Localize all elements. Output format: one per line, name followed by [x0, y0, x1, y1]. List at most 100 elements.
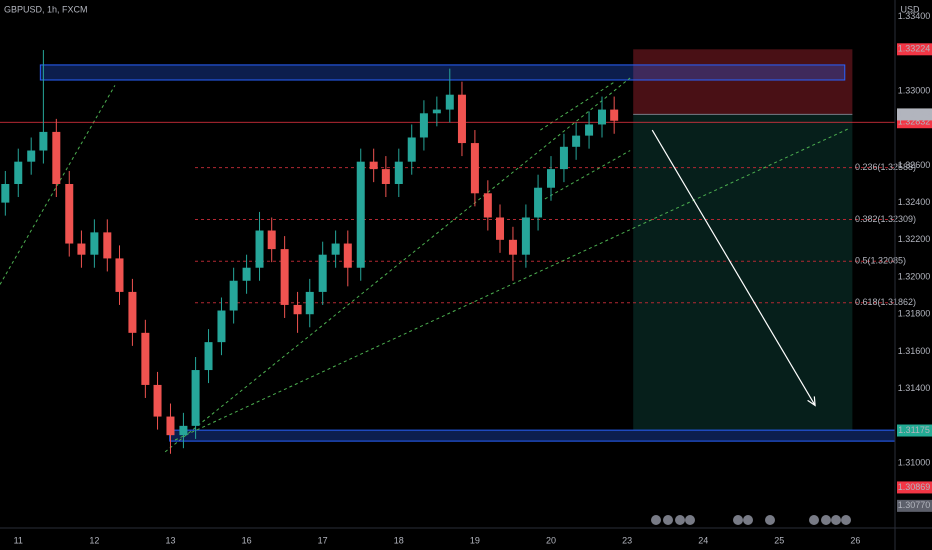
candle-body [331, 243, 340, 255]
candle-body [610, 109, 619, 121]
candle-body [381, 169, 390, 184]
price-label: 1.32832 [898, 117, 931, 127]
candle-body [1, 184, 10, 203]
x-tick-label: 20 [546, 535, 556, 545]
x-tick-label: 17 [318, 535, 328, 545]
fib-label: 0.236(1.32588) [855, 162, 916, 172]
candle-body [419, 113, 428, 138]
y-tick-label: 1.32200 [898, 234, 931, 244]
x-tick-label: 18 [394, 535, 404, 545]
y-tick-label: 1.32400 [898, 197, 931, 207]
trendline [0, 85, 116, 285]
candle-body [280, 249, 289, 305]
price-label-box [897, 43, 932, 56]
x-tick-label: 24 [698, 535, 708, 545]
candle-body [369, 161, 378, 170]
x-tick-label: 25 [774, 535, 784, 545]
x-tick-label: 19 [470, 535, 480, 545]
target-zone [633, 114, 853, 431]
y-tick-label: 1.33000 [898, 85, 931, 95]
candle-body [457, 94, 466, 144]
candle-body [559, 146, 568, 170]
candle-body [445, 94, 454, 110]
candle-body [597, 109, 606, 125]
price-label-box [897, 499, 932, 512]
y-tick-label: 1.31600 [898, 346, 931, 356]
candle-body [318, 254, 327, 292]
candle-body [141, 332, 150, 385]
candle-body [39, 131, 48, 151]
candle-body [534, 187, 543, 218]
x-tick-label: 13 [165, 535, 175, 545]
candle-body [90, 232, 99, 255]
candle-body [305, 291, 314, 315]
candle-body [547, 169, 556, 188]
candle-body [585, 124, 594, 136]
stop-zone [633, 49, 853, 115]
candle-body [407, 137, 416, 162]
candle-body [293, 304, 302, 315]
fib-label: 0.618(1.31862) [855, 297, 916, 307]
candle-body [343, 243, 352, 268]
candle-body [14, 161, 23, 184]
y-tick-label: 1.33400 [898, 11, 931, 21]
trendline [174, 127, 851, 441]
candle-body [179, 425, 188, 436]
candle-body [166, 416, 175, 436]
price-label: 1.31175 [898, 425, 930, 435]
candle-body [521, 217, 530, 255]
chart-title: GBPUSD, 1h, FXCM [4, 4, 88, 14]
price-label-box [897, 424, 932, 437]
candle-body [217, 310, 226, 343]
price-label: 1.30869 [898, 482, 931, 492]
x-tick-label: 26 [850, 535, 860, 545]
y-tick-label: 1.32600 [898, 160, 931, 170]
candle-body [483, 193, 492, 218]
candle-body [27, 150, 36, 162]
candle-body [496, 217, 505, 240]
candle-body [77, 243, 86, 255]
fib-label: 0.5(1.32085) [855, 256, 906, 266]
fib-label: 0.382(1.32309) [855, 214, 916, 224]
candle-body [52, 131, 61, 184]
x-tick-label: 12 [89, 535, 99, 545]
price-label: 1.33224 [898, 44, 931, 54]
price-label-box [897, 108, 932, 121]
candle-body [572, 135, 581, 147]
currency: USD [900, 4, 920, 14]
zone [39, 64, 846, 81]
candle-body [394, 161, 403, 184]
candle-body [229, 280, 238, 311]
candle-body [242, 267, 251, 281]
candle-body [508, 239, 517, 255]
arrow-head [807, 396, 816, 407]
candle-body [128, 291, 137, 333]
event-icons [651, 515, 851, 525]
y-tick-label: 1.32000 [898, 271, 931, 281]
candle-body [470, 143, 479, 194]
x-tick-label: 11 [14, 535, 23, 545]
arrow [651, 129, 816, 406]
candle-body [204, 342, 213, 371]
price-label-box [897, 481, 932, 494]
candle-body [115, 258, 124, 292]
candle-body [153, 384, 162, 417]
zone [169, 429, 896, 442]
candle-body [267, 230, 276, 250]
y-tick-label: 1.31000 [898, 457, 931, 467]
candle-body [191, 370, 200, 426]
price-label: 1.30770 [898, 500, 931, 510]
y-tick-label: 1.31800 [898, 309, 931, 319]
trendline [544, 150, 631, 200]
candle-body [65, 184, 74, 244]
price-label: 1.32874 [898, 109, 931, 119]
candle-body [432, 109, 441, 114]
candle-body [255, 230, 264, 268]
candle-body [356, 161, 365, 268]
candle-body [103, 232, 112, 259]
x-tick-label: 16 [242, 535, 252, 545]
x-tick-label: 23 [622, 535, 632, 545]
y-tick-label: 1.31400 [898, 383, 931, 393]
